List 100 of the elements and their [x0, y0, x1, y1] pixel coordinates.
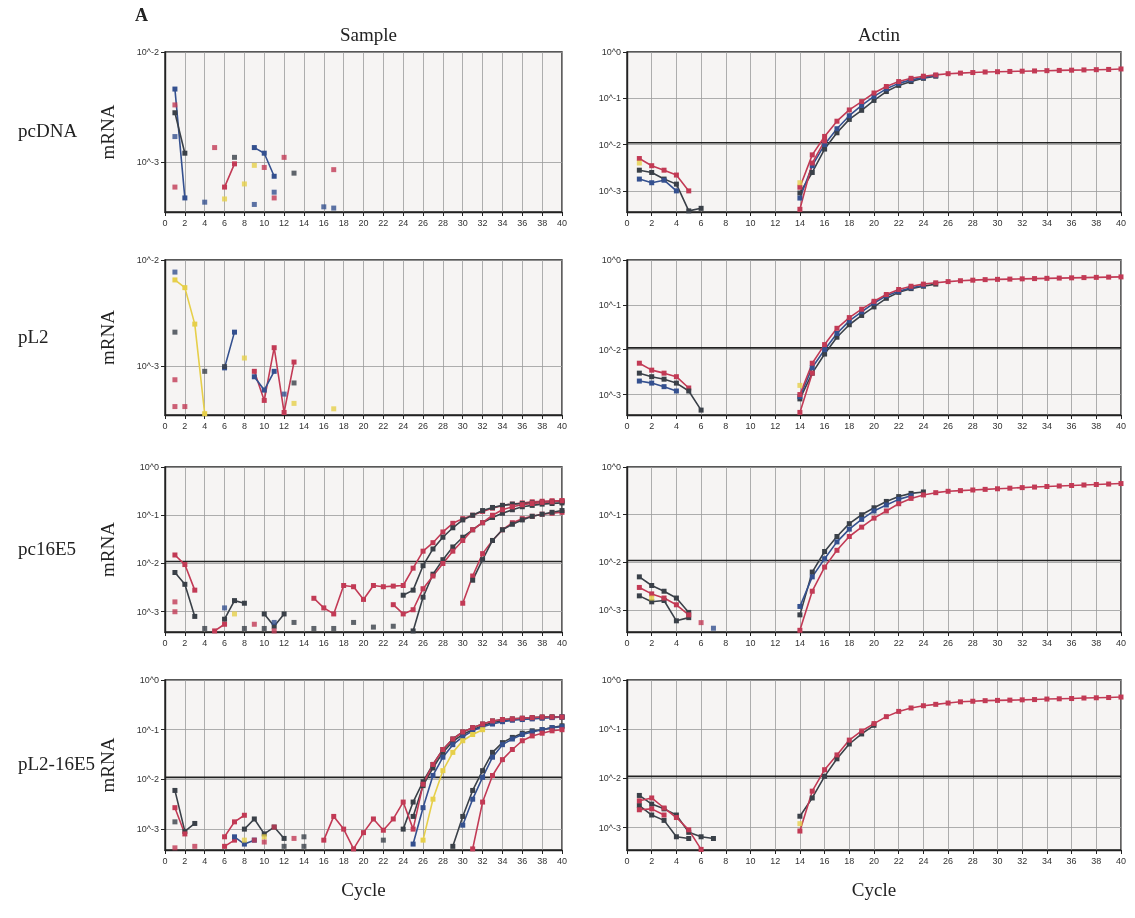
y-tick-label: 10^-3 [598, 822, 621, 833]
x-tick-label: 24 [918, 420, 929, 431]
x-tick-label: 10 [745, 420, 756, 431]
x-tick-label: 28 [967, 217, 978, 228]
x-tick-label: 24 [398, 420, 409, 431]
x-tick-label: 24 [398, 855, 409, 866]
text: A [135, 5, 148, 25]
y-tick-label: 10^-3 [598, 389, 621, 400]
x-tick-label: 12 [770, 637, 781, 648]
x-tick-label: 24 [918, 217, 929, 228]
y-tick-label: 10^-2 [598, 344, 621, 355]
x-tick-label: 18 [844, 637, 855, 648]
x-axis-title: Cycle [341, 879, 386, 900]
x-tick-label: 2 [182, 217, 188, 228]
x-tick-label: 22 [378, 637, 389, 648]
x-tick-label: 14 [298, 637, 309, 648]
x-tick-label: 22 [893, 217, 904, 228]
x-tick-label: 10 [259, 637, 270, 648]
y-tick-label: 10^-2 [136, 774, 159, 785]
x-tick-label: 2 [182, 855, 188, 866]
x-tick-label: 30 [992, 855, 1003, 866]
x-tick-label: 36 [1066, 217, 1077, 228]
x-tick-label: 14 [794, 855, 805, 866]
x-tick-label: 0 [624, 637, 630, 648]
x-tick-label: 8 [723, 420, 729, 431]
x-tick-label: 12 [279, 637, 290, 648]
x-tick-label: 20 [868, 217, 880, 228]
y-tick-label: 10^-1 [136, 724, 159, 735]
y-tick-label: 10^-3 [136, 156, 159, 167]
x-tick-label: 6 [222, 855, 228, 866]
x-tick-label: 0 [624, 855, 630, 866]
x-tick-label: 22 [893, 420, 904, 431]
x-tick-label: 8 [723, 637, 729, 648]
y-tick-label: 10^-2 [136, 558, 159, 569]
x-tick-label: 14 [794, 637, 805, 648]
x-tick-label: 38 [537, 637, 548, 648]
x-tick-label: 30 [457, 637, 468, 648]
x-tick-label: 30 [457, 855, 468, 866]
y-tick-label: 10^0 [601, 462, 621, 472]
x-tick-label: 6 [222, 420, 228, 431]
x-tick-label: 2 [649, 420, 655, 431]
x-tick-label: 0 [624, 217, 630, 228]
y-tick-label: 10^0 [601, 47, 621, 57]
x-tick-label: 8 [241, 217, 247, 228]
x-tick-label: 38 [1091, 637, 1102, 648]
x-tick-label: 34 [497, 217, 508, 228]
x-tick-label: 28 [437, 420, 448, 431]
x-tick-label: 4 [202, 855, 208, 866]
x-tick-label: 26 [418, 637, 429, 648]
x-tick-label: 0 [162, 420, 168, 431]
x-tick-label: 32 [1017, 855, 1028, 866]
x-tick-label: 20 [358, 637, 369, 648]
x-tick-label: 36 [517, 637, 528, 648]
x-tick-label: 40 [1115, 637, 1127, 648]
x-tick-label: 26 [418, 420, 429, 431]
x-tick-label: 2 [649, 855, 655, 866]
y-tick-label: 10^-1 [598, 724, 621, 735]
x-tick-label: 38 [537, 855, 548, 866]
y-tick-label: 10^-1 [598, 299, 621, 310]
x-tick-label: 20 [358, 855, 369, 866]
x-tick-label: 2 [182, 420, 188, 431]
text: pL2 [18, 325, 49, 347]
x-tick-label: 6 [222, 217, 228, 228]
x-tick-label: 20 [358, 217, 369, 228]
x-tick-label: 32 [477, 420, 488, 431]
x-tick-label: 4 [673, 637, 679, 648]
y-axis-title: mRNA [97, 521, 118, 577]
x-tick-label: 6 [698, 637, 704, 648]
x-tick-label: 34 [497, 855, 508, 866]
x-tick-label: 16 [318, 855, 329, 866]
text: pcDNA [18, 120, 78, 141]
x-tick-label: 4 [673, 420, 679, 431]
x-tick-label: 32 [477, 855, 488, 866]
x-tick-label: 24 [918, 855, 929, 866]
y-tick-label: 10^0 [601, 675, 621, 685]
x-tick-label: 6 [698, 217, 704, 228]
x-tick-label: 18 [844, 217, 855, 228]
x-tick-label: 18 [844, 420, 855, 431]
x-tick-label: 10 [745, 637, 756, 648]
x-tick-label: 0 [162, 855, 168, 866]
x-tick-label: 20 [868, 420, 880, 431]
x-tick-label: 2 [649, 217, 655, 228]
x-tick-label: 38 [537, 217, 548, 228]
x-tick-label: 36 [1066, 420, 1077, 431]
x-tick-label: 32 [477, 637, 488, 648]
x-tick-label: 8 [723, 855, 729, 866]
x-tick-label: 36 [1066, 637, 1077, 648]
y-tick-label: 10^-3 [136, 824, 159, 835]
x-tick-label: 34 [1041, 420, 1052, 431]
x-tick-label: 40 [1115, 217, 1127, 228]
x-tick-label: 26 [943, 637, 954, 648]
x-tick-label: 38 [537, 420, 548, 431]
y-tick-label: 10^-2 [136, 255, 159, 265]
x-axis-title: Cycle [851, 879, 897, 900]
x-tick-label: 40 [556, 420, 567, 431]
x-tick-label: 20 [868, 855, 880, 866]
chart-title: Sample [340, 24, 397, 45]
x-tick-label: 34 [497, 637, 508, 648]
x-tick-label: 12 [279, 420, 290, 431]
x-tick-label: 30 [992, 217, 1003, 228]
